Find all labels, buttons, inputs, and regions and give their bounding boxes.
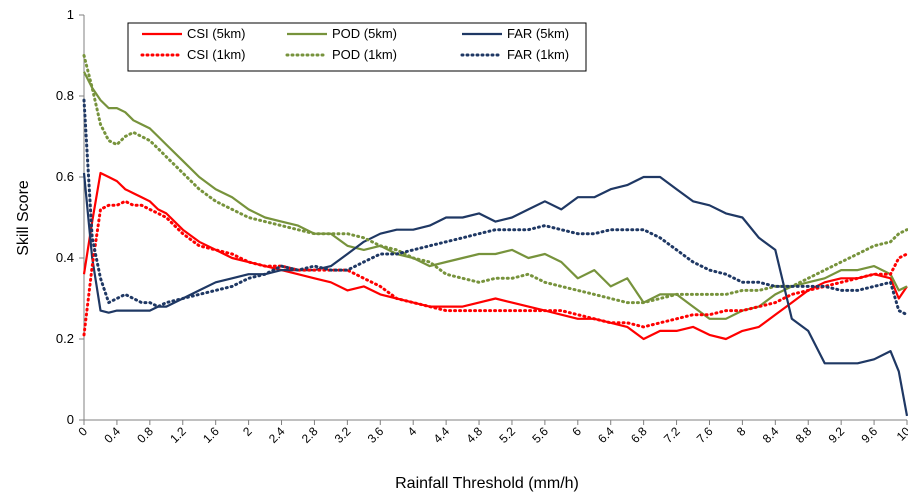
x-tick-label: 9.6 (859, 424, 881, 446)
x-tick-label: 4.4 (431, 424, 453, 446)
legend-label: CSI (5km) (187, 26, 246, 41)
series-line (82, 172, 908, 417)
x-tick-label: 6 (569, 424, 584, 439)
legend-box (127, 22, 587, 72)
series-line (83, 71, 908, 320)
x-tick-label: 5.2 (496, 424, 518, 446)
x-tick-label: 6.8 (628, 424, 650, 446)
x-tick-label: 4.8 (463, 424, 485, 446)
x-tick-label: 0.8 (134, 424, 156, 446)
x-tick-label: 9.2 (826, 424, 848, 446)
x-tick-label: 7.6 (694, 424, 716, 446)
x-tick-label: 1.6 (200, 424, 222, 446)
y-axis-title: Skill Score (15, 180, 32, 256)
axes (79, 14, 908, 425)
legend-label: POD (5km) (332, 26, 397, 41)
y-tick-label: 0.8 (56, 88, 74, 103)
y-tick-label: 0.4 (56, 250, 74, 265)
series-line (82, 98, 908, 317)
series-line (82, 54, 908, 305)
x-tick-labels: 0 0.4 0.8 1.2 1.6 2 2.4 2.8 3.2 3.6 4 4.4 4.8 5.2 5.6 6… (75, 424, 908, 446)
x-tick-label: 7.2 (661, 424, 683, 446)
x-tick-label: 10 (894, 424, 908, 444)
x-tick-label: 2.4 (266, 424, 288, 446)
legend-label: POD (1km) (332, 47, 397, 62)
legend: CSI (5km) POD (5km) FAR (5km) CSI (1km) POD … (127, 22, 587, 72)
x-tick-label: 0 (75, 424, 90, 439)
x-tick-label: 2 (240, 424, 255, 439)
series-line (82, 199, 908, 337)
legend-label: CSI (1km) (187, 47, 246, 62)
legend-label: FAR (1km) (507, 47, 569, 62)
y-tick-label: 0.2 (56, 331, 74, 346)
x-tick-label: 3.6 (365, 424, 387, 446)
x-tick-label: 5.6 (529, 424, 551, 446)
x-tick-label: 6.4 (595, 424, 617, 446)
x-tick-label: 0.4 (101, 424, 123, 446)
y-tick-label: 0 (67, 412, 74, 427)
x-tick-label: 8 (734, 424, 749, 439)
series-line (82, 171, 908, 341)
y-tick-labels: 0 0.2 0.4 0.6 0.8 1 (56, 7, 74, 427)
x-tick-label: 4 (405, 424, 420, 439)
series-lines (82, 54, 908, 417)
y-tick-label: 1 (67, 7, 74, 22)
y-tick-label: 0.6 (56, 169, 74, 184)
x-tick-label: 2.8 (299, 424, 321, 446)
x-axis-title: Rainfall Threshold (mm/h) (395, 475, 579, 492)
x-tick-label: 3.2 (332, 424, 354, 446)
x-tick-label: 8.8 (793, 424, 815, 446)
legend-label: FAR (5km) (507, 26, 569, 41)
x-tick-label: 8.4 (760, 424, 782, 446)
x-tick-label: 1.2 (167, 424, 189, 446)
